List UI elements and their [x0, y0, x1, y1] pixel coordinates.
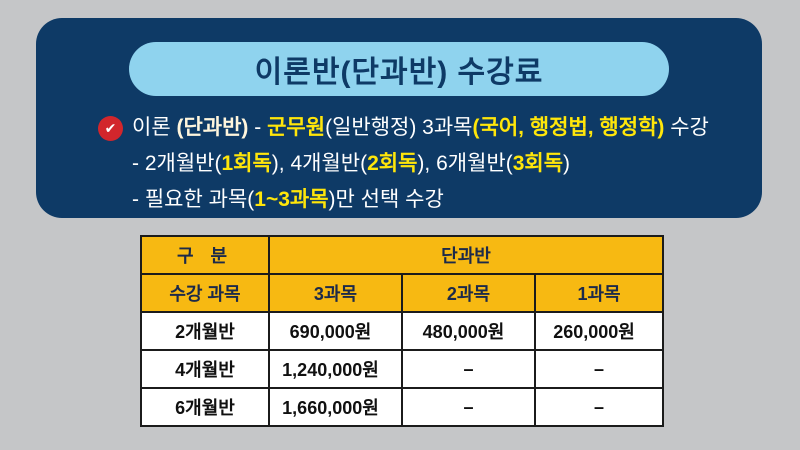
description-line-1: ✔ 이론 (단과반) - 군무원(일반행정) 3과목(국어, 행정법, 행정학)…	[98, 110, 709, 146]
price-cell: 480,000원	[401, 311, 536, 351]
table-row: 4개월반 1,240,000원 – –	[140, 349, 665, 389]
line1-seg5: (일반행정) 3과목	[325, 116, 473, 139]
line2-seg5: ), 6개월반(	[417, 152, 513, 175]
line2-seg3: ), 4개월반(	[271, 152, 368, 175]
description-block: ✔ 이론 (단과반) - 군무원(일반행정) 3과목(국어, 행정법, 행정학)…	[98, 110, 709, 218]
line3-text: - 필요한 과목(1~3과목)만 선택 수강	[132, 182, 444, 218]
price-cell: 1,240,000원	[268, 349, 403, 389]
table-row: 6개월반 1,660,000원 – –	[140, 387, 665, 427]
header-cell-category: 구 분	[140, 235, 270, 275]
price-cell: 690,000원	[268, 311, 403, 351]
price-cell: 260,000원	[533, 311, 665, 351]
empty-cell: –	[533, 349, 665, 389]
line2-seg6: 3회독	[512, 152, 564, 175]
header-cell-3subjects: 3과목	[268, 273, 403, 313]
line2-seg4: 2회독	[367, 152, 418, 175]
check-icon: ✔	[98, 115, 123, 141]
line1-seg1: 이론	[132, 116, 177, 139]
line3-seg2: 1~3과목	[254, 188, 329, 211]
header-cell-subjects: 수강 과목	[140, 273, 270, 313]
description-line-3: - 필요한 과목(1~3과목)만 선택 수강	[98, 182, 709, 218]
header-cell-1subject: 1과목	[533, 273, 665, 313]
table-header-row-2: 수강 과목 3과목 2과목 1과목	[140, 273, 665, 313]
empty-cell: –	[401, 387, 536, 427]
line2-text: - 2개월반(1회독), 4개월반(2회독), 6개월반(3회독)	[132, 146, 570, 182]
line2-seg2: 1회독	[221, 152, 272, 175]
line1-seg6: (국어, 행정법, 행정학)	[472, 116, 665, 139]
page-title: 이론반(단과반) 수강료	[254, 56, 544, 89]
line1-text: 이론 (단과반) - 군무원(일반행정) 3과목(국어, 행정법, 행정학) 수…	[132, 110, 709, 146]
empty-cell: –	[401, 349, 536, 389]
line2-seg7: )	[563, 152, 571, 175]
title-pill: 이론반(단과반) 수강료	[129, 42, 669, 96]
table-row: 2개월반 690,000원 480,000원 260,000원	[140, 311, 665, 351]
row-label: 2개월반	[140, 311, 270, 351]
table-header-row-1: 구 분 단과반	[140, 235, 665, 275]
line1-seg2: (단과반)	[176, 116, 249, 139]
info-panel: 이론반(단과반) 수강료 ✔ 이론 (단과반) - 군무원(일반행정) 3과목(…	[36, 18, 762, 218]
row-label: 6개월반	[140, 387, 270, 427]
header-cell-group: 단과반	[267, 235, 665, 275]
line1-seg4: 군무원	[267, 116, 326, 139]
header-cell-2subjects: 2과목	[401, 273, 536, 313]
line1-seg3: -	[248, 116, 268, 139]
line3-seg1: - 필요한 과목(	[132, 188, 255, 211]
row-label: 4개월반	[140, 349, 270, 389]
line3-seg3: )만 선택 수강	[328, 188, 444, 211]
line1-seg7: 수강	[664, 116, 709, 139]
empty-cell: –	[533, 387, 665, 427]
tuition-table: 구 분 단과반 수강 과목 3과목 2과목 1과목 2개월반 690,000원 …	[140, 235, 665, 427]
price-cell: 1,660,000원	[268, 387, 403, 427]
line2-seg1: - 2개월반(	[132, 152, 222, 175]
description-line-2: - 2개월반(1회독), 4개월반(2회독), 6개월반(3회독)	[98, 146, 709, 182]
